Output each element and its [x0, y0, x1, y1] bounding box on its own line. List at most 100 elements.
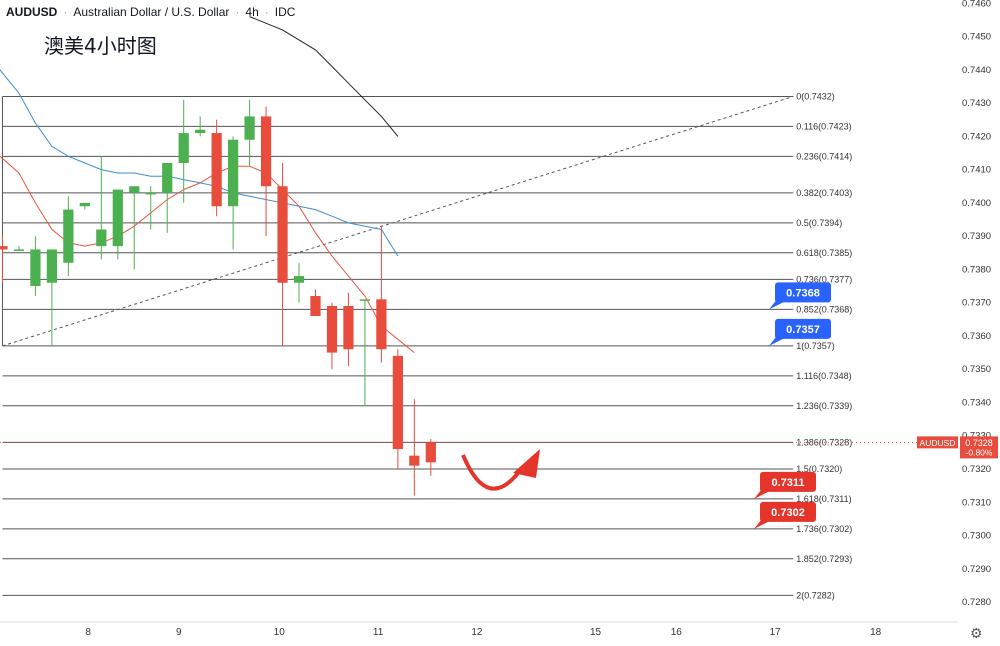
fib-label: 0.736(0.7377)	[796, 274, 852, 284]
gear-icon[interactable]: ⚙	[970, 625, 983, 641]
candle-body	[244, 116, 255, 140]
trend-line	[1, 95, 794, 347]
candle-body	[211, 133, 222, 207]
fib-label: 1.5(0.7320)	[796, 464, 842, 474]
candle	[129, 186, 140, 270]
candle-body	[260, 116, 272, 187]
candle-body	[228, 139, 239, 207]
fib-label: 0.382(0.7403)	[796, 188, 852, 198]
price-tick-label: 0.7390	[962, 231, 991, 242]
candle	[13, 246, 25, 251]
price-tick-label: 0.7300	[962, 531, 991, 542]
price-tick-label: 0.7440	[962, 65, 991, 76]
time-tick-label: 17	[770, 627, 782, 638]
candle	[46, 249, 58, 346]
fib-label: 0.852(0.7368)	[796, 304, 852, 314]
candle	[310, 289, 321, 316]
price-axis[interactable]: 0.7460 0.7450 0.7440 0.7430 0.7420 0.7410 0.74…	[962, 0, 991, 608]
fib-label: 0.618(0.7385)	[796, 248, 852, 258]
price-tick-label: 0.7330	[962, 431, 991, 442]
callout-label: 0.7311	[771, 477, 804, 489]
time-tick-label: 18	[870, 627, 882, 638]
callout-pointer	[754, 518, 774, 529]
price-tick-label: 0.7360	[962, 331, 991, 342]
price-tick-label: 0.7310	[962, 497, 991, 508]
candle-body	[112, 189, 123, 247]
symbol[interactable]: AUDUSD	[6, 5, 58, 19]
symbol-tag-label: AUDUSD	[920, 438, 956, 448]
time-tick-label: 15	[590, 627, 602, 638]
callout-box	[775, 318, 831, 339]
fib-label: 1.116(0.7348)	[796, 371, 851, 381]
fib-label: 1(0.7357)	[796, 341, 835, 351]
candle	[195, 116, 206, 137]
candle	[425, 439, 436, 476]
candle-body	[0, 246, 8, 250]
candles	[0, 99, 436, 496]
callout-box	[760, 471, 816, 492]
candle	[392, 349, 403, 469]
trend-line	[2, 95, 794, 347]
fib-label: 0(0.7432)	[796, 91, 835, 101]
fib-label: 0.116(0.7423)	[796, 121, 851, 131]
candle-body	[13, 249, 25, 251]
candle	[162, 162, 173, 233]
exchange: IDC	[274, 5, 296, 19]
price-callout[interactable]: 0.7311	[754, 471, 816, 499]
ma-black-line	[249, 16, 399, 137]
price-callout[interactable]: 0.7357	[769, 318, 831, 346]
candle-body	[145, 192, 156, 195]
callout-label: 0.7357	[786, 324, 820, 336]
separator-dot: ·	[63, 5, 68, 19]
price-callouts: 0.7368 0.7357 0.7311 0.7302	[754, 282, 831, 529]
fib-label: 1.736(0.7302)	[796, 524, 852, 534]
candle	[30, 236, 41, 297]
candle	[228, 136, 239, 250]
candle	[409, 399, 420, 496]
price-callout[interactable]: 0.7302	[754, 501, 816, 529]
candle-body	[359, 299, 371, 301]
annotation-title: 澳美4小时图	[44, 34, 157, 58]
interval[interactable]: 4h	[245, 5, 259, 19]
candle-body	[178, 133, 189, 163]
price-tick-label: 0.7370	[962, 298, 991, 309]
time-axis[interactable]: 8 9 10 11 12 15 16 17 18	[0, 621, 958, 638]
price-tag-change: -0.80%	[966, 447, 993, 457]
separator-dot: ·	[264, 5, 269, 19]
candle	[96, 156, 107, 260]
price-tag-value: 0.7328	[965, 438, 993, 448]
last-price-tag: AUDUSD 0.7328-0.80%	[0, 436, 998, 459]
chart-header: AUDUSD · Australian Dollar / U.S. Dollar…	[6, 5, 295, 19]
candle	[376, 226, 387, 363]
candle	[112, 189, 123, 260]
candle	[277, 162, 288, 346]
symbol-tag	[917, 436, 958, 449]
candle	[145, 186, 156, 230]
callout-label: 0.7302	[771, 507, 805, 519]
price-tick-label: 0.7280	[962, 597, 991, 608]
time-tick-label: 10	[274, 627, 286, 638]
time-tick-label: 16	[671, 627, 683, 638]
price-tick-label: 0.7420	[962, 131, 991, 142]
candle-body	[409, 455, 420, 466]
symbol-name: Australian Dollar / U.S. Dollar	[73, 5, 230, 19]
candle-body	[343, 306, 354, 350]
time-tick-label: 12	[471, 627, 483, 638]
candle	[178, 99, 189, 203]
price-tick-label: 0.7430	[962, 98, 991, 109]
candle-body	[277, 186, 288, 283]
price-tick-label: 0.7450	[962, 32, 991, 43]
price-callout[interactable]: 0.7368	[769, 282, 831, 310]
moving-averages	[0, 16, 415, 353]
price-tick-label: 0.7320	[962, 464, 991, 475]
callout-box	[760, 501, 816, 522]
fib-label: 0.5(0.7394)	[796, 218, 842, 228]
fib-label: 2(0.7282)	[796, 590, 835, 600]
ma-blue-line	[0, 69, 399, 257]
candle	[0, 236, 8, 283]
callout-label: 0.7368	[786, 287, 820, 299]
time-tick-label: 9	[176, 627, 182, 638]
fib-label: 1.852(0.7293)	[796, 554, 852, 564]
candle-body	[310, 296, 321, 316]
